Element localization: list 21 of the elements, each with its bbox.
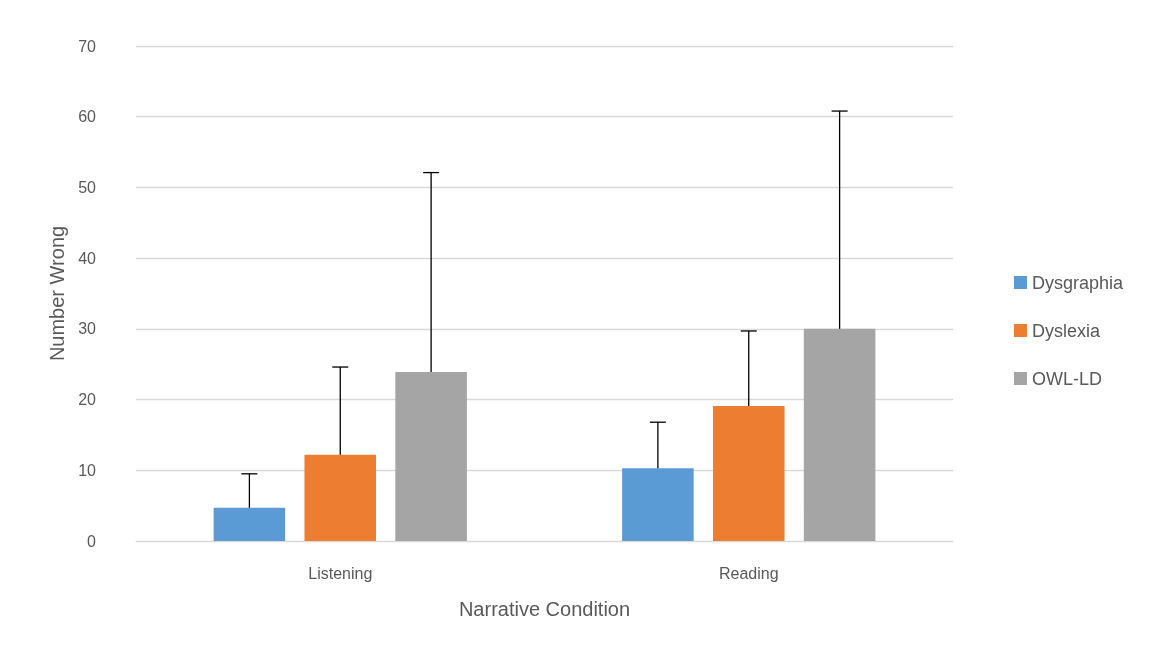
legend-label: OWL-LD xyxy=(1031,368,1102,389)
bar xyxy=(395,371,467,541)
bar xyxy=(213,507,286,541)
bar xyxy=(712,405,785,541)
legend-label: Dysgraphia xyxy=(1031,272,1124,293)
bar xyxy=(622,468,694,541)
y-tick-label: 70 xyxy=(78,37,97,55)
y-tick-label: 10 xyxy=(78,461,97,479)
legend-label: Dyslexia xyxy=(1031,320,1101,341)
y-tick-label: 60 xyxy=(78,108,97,126)
y-tick-label: 0 xyxy=(87,532,97,550)
bar xyxy=(803,328,876,541)
y-axis-title: Number Wrong xyxy=(46,225,69,362)
bar xyxy=(304,454,377,541)
y-tick-label: 50 xyxy=(78,178,97,196)
x-tick-label: Listening xyxy=(308,564,373,582)
y-tick-label: 40 xyxy=(78,249,97,267)
x-axis-title: Narrative Condition xyxy=(458,598,631,620)
y-tick-label: 20 xyxy=(78,391,97,409)
x-tick-label: Reading xyxy=(718,564,779,582)
y-tick-label: 30 xyxy=(78,320,97,338)
